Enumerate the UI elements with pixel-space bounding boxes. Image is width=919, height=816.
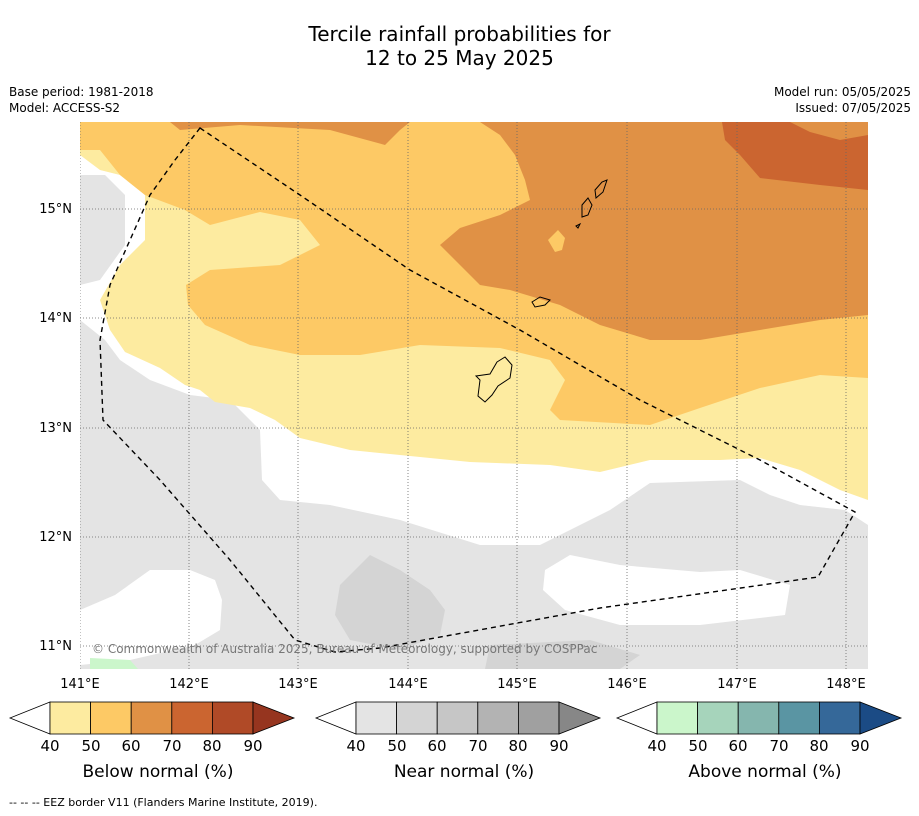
run-info: Model run: 05/05/2025 Issued: 07/05/2025 (774, 84, 911, 116)
copyright-notice: © Commonwealth of Australia 2025, Bureau… (92, 642, 597, 656)
colorbar-swatch (355, 701, 397, 735)
colorbar-swatch (737, 701, 780, 735)
guam-island (474, 356, 513, 403)
below-normal-60-hole (790, 122, 868, 140)
colorbar-high-extension (859, 701, 903, 735)
colorbar-swatch (211, 701, 254, 735)
colorbar-swatch (697, 701, 739, 735)
model-info: Base period: 1981-2018 Model: ACCESS-S2 (9, 84, 154, 116)
colorbar-caption: Above normal (%) (688, 762, 842, 782)
probability-contours: © Commonwealth of Australia 2025, Bureau… (80, 122, 868, 669)
tick-label: 60 (121, 737, 141, 755)
lon-label: 148°E (826, 677, 866, 692)
tinian-island (581, 197, 593, 218)
near-normal-50-region (335, 555, 445, 650)
tick-label: 90 (549, 737, 569, 755)
issued-date: Issued: 07/05/2025 (795, 101, 911, 115)
colorbar-swatches (314, 701, 602, 735)
near-normal-region (80, 175, 868, 669)
lon-label: 143°E (278, 677, 318, 692)
colorbar-low-extension (314, 701, 357, 735)
tick-label: 40 (346, 737, 366, 755)
above-normal-colorbar: 40 50 60 70 80 90 Above normal (%) (615, 700, 915, 790)
tick-label: 90 (243, 737, 263, 755)
colorbar-swatch (477, 701, 519, 735)
title-line-2: 12 to 25 May 2025 (365, 46, 554, 70)
colorbar-swatches (615, 701, 903, 735)
tick-label: 50 (81, 737, 101, 755)
colorbar-swatch (130, 701, 173, 735)
latitude-labels: 15°N 14°N 13°N 12°N 11°N (39, 202, 72, 654)
saipan-island (594, 179, 608, 199)
colorbar-low-extension (8, 701, 51, 735)
colorbar-caption: Near normal (%) (393, 762, 535, 782)
colorbar-swatch (396, 701, 438, 735)
lon-label: 141°E (60, 677, 100, 692)
map-title: Tercile rainfall probabilities for 12 to… (0, 22, 919, 70)
lat-label: 14°N (39, 311, 72, 326)
lon-label: 147°E (717, 677, 757, 692)
tick-label: 60 (427, 737, 447, 755)
graticule (80, 122, 868, 669)
below-normal-colorbar: 40 50 60 70 80 90 Below normal (%) (8, 700, 308, 790)
tick-label: 50 (688, 737, 708, 755)
colorbar-swatch (656, 701, 698, 735)
tick-label: 40 (647, 737, 667, 755)
below-normal-60-region (170, 122, 868, 340)
tick-label: 70 (769, 737, 789, 755)
colorbar-swatches (8, 701, 296, 735)
lon-label: 145°E (497, 677, 537, 692)
colorbar-low-extension (615, 701, 658, 735)
colorbar-swatch (171, 701, 213, 735)
above-normal-patch (90, 658, 138, 669)
colorbar-high-extension (558, 701, 602, 735)
lon-label: 142°E (169, 677, 209, 692)
colorbar-swatch (49, 701, 91, 735)
lat-label: 15°N (39, 202, 72, 217)
tick-label: 70 (162, 737, 182, 755)
islands (474, 179, 608, 403)
tick-label: 90 (850, 737, 870, 755)
near-normal-colorbar: 40 50 60 70 80 90 Near normal (%) (314, 700, 614, 790)
model-run: Model run: 05/05/2025 (773, 85, 911, 99)
colorbar-caption: Below normal (%) (82, 762, 234, 782)
colorbar-swatch (436, 701, 479, 735)
title-line-1: Tercile rainfall probabilities for (308, 22, 611, 46)
below-normal-50-hole (548, 230, 565, 252)
lat-label: 12°N (39, 530, 72, 545)
rainfall-map: © Commonwealth of Australia 2025, Bureau… (39, 122, 868, 692)
lon-label: 144°E (388, 677, 428, 692)
white-gap-2 (543, 555, 790, 625)
aguijan-island (575, 222, 582, 229)
colorbar-high-extension (252, 701, 296, 735)
lon-label: 146°E (607, 677, 647, 692)
tick-label: 80 (508, 737, 528, 755)
lat-label: 13°N (39, 421, 72, 436)
below-normal-70-region (722, 122, 868, 190)
eez-border (99, 127, 856, 653)
near-normal-50-south (485, 640, 640, 669)
tick-label: 80 (809, 737, 829, 755)
tick-label: 60 (728, 737, 748, 755)
eez-legend-note: -- -- -- EEZ border V11 (Flanders Marine… (9, 796, 318, 809)
base-period: Base period: 1981-2018 (9, 85, 154, 99)
tick-label: 70 (468, 737, 488, 755)
tick-label: 80 (202, 737, 222, 755)
white-gap-1 (80, 570, 222, 665)
colorbar-swatch (778, 701, 820, 735)
colorbar-swatch (818, 701, 861, 735)
model-name: Model: ACCESS-S2 (9, 101, 121, 115)
colorbar-swatch (517, 701, 560, 735)
lat-label: 11°N (39, 639, 72, 654)
tick-label: 40 (40, 737, 60, 755)
tick-label: 50 (387, 737, 407, 755)
longitude-labels: 141°E 142°E 143°E 144°E 145°E 146°E 147°… (60, 677, 866, 692)
rota-island (531, 296, 551, 308)
colorbar-swatch (90, 701, 132, 735)
